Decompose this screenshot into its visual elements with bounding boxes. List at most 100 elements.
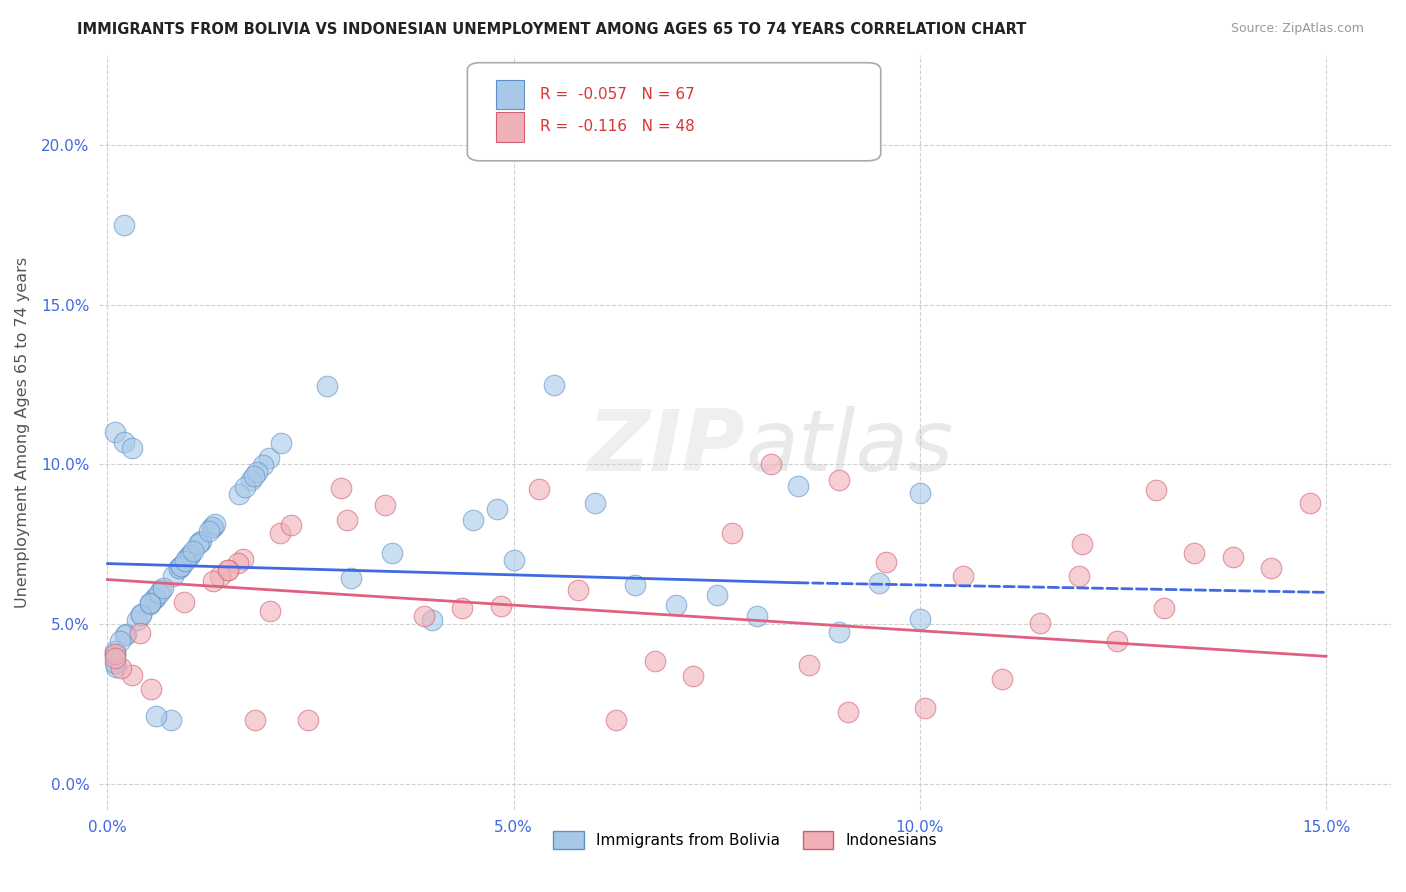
Point — [489, 599, 512, 614]
Point — [217, 563, 239, 577]
Point — [837, 705, 859, 719]
Point — [169, 560, 191, 574]
Point — [121, 668, 143, 682]
Point — [190, 533, 212, 548]
Point — [104, 651, 127, 665]
Point — [104, 656, 127, 670]
Point — [827, 474, 849, 488]
Point — [114, 628, 136, 642]
Point — [226, 557, 249, 571]
Point — [868, 575, 890, 590]
Text: IMMIGRANTS FROM BOLIVIA VS INDONESIAN UNEMPLOYMENT AMONG AGES 65 TO 74 YEARS COR: IMMIGRANTS FROM BOLIVIA VS INDONESIAN UN… — [77, 22, 1026, 37]
Point — [201, 519, 224, 533]
Point — [914, 701, 936, 715]
Point — [104, 425, 127, 440]
Point — [567, 582, 589, 597]
Point — [138, 598, 160, 612]
Point — [259, 604, 281, 618]
Point — [1144, 483, 1167, 497]
Point — [624, 578, 647, 592]
Point — [104, 648, 127, 662]
Point — [1182, 546, 1205, 560]
Point — [104, 647, 127, 661]
Point — [152, 581, 174, 595]
Point — [747, 609, 769, 624]
Point — [235, 479, 257, 493]
Point — [461, 513, 484, 527]
Point — [605, 713, 627, 727]
Point — [160, 713, 183, 727]
Point — [139, 597, 162, 611]
Bar — [496, 79, 524, 110]
Point — [187, 537, 209, 551]
Point — [1107, 634, 1129, 648]
Point — [181, 544, 204, 558]
Point — [110, 660, 132, 674]
Point — [529, 483, 551, 497]
Point — [665, 599, 688, 613]
Point — [201, 520, 224, 534]
Point — [174, 554, 197, 568]
Point — [451, 601, 474, 615]
Point — [486, 502, 509, 516]
Point — [269, 525, 291, 540]
Point — [190, 534, 212, 549]
Point — [990, 672, 1012, 686]
Point — [167, 561, 190, 575]
Point — [170, 558, 193, 573]
Text: R =  -0.116   N = 48: R = -0.116 N = 48 — [540, 120, 695, 135]
Point — [232, 552, 254, 566]
Point — [270, 435, 292, 450]
Point — [114, 627, 136, 641]
Point — [1029, 615, 1052, 630]
Point — [162, 569, 184, 583]
Point — [139, 681, 162, 696]
Text: Source: ZipAtlas.com: Source: ZipAtlas.com — [1230, 22, 1364, 36]
Point — [239, 473, 262, 487]
Point — [721, 526, 744, 541]
Point — [1260, 561, 1282, 575]
Point — [121, 442, 143, 456]
Point — [875, 555, 897, 569]
Point — [908, 612, 931, 626]
Point — [228, 487, 250, 501]
Point — [179, 548, 201, 562]
Point — [143, 591, 166, 605]
Bar — [496, 112, 524, 142]
Point — [105, 660, 128, 674]
Point — [201, 574, 224, 589]
Point — [252, 458, 274, 472]
Y-axis label: Unemployment Among Ages 65 to 74 years: Unemployment Among Ages 65 to 74 years — [15, 257, 30, 608]
Point — [108, 633, 131, 648]
Point — [336, 513, 359, 527]
Point — [583, 496, 606, 510]
Point — [129, 608, 152, 623]
Point — [179, 548, 201, 562]
Point — [787, 479, 810, 493]
Text: ZIP: ZIP — [588, 406, 745, 489]
Text: atlas: atlas — [745, 406, 953, 489]
Point — [412, 608, 434, 623]
Point — [759, 458, 782, 472]
Point — [139, 596, 162, 610]
Point — [952, 568, 974, 582]
Point — [330, 482, 353, 496]
Point — [908, 485, 931, 500]
Point — [112, 435, 135, 450]
Point — [104, 644, 127, 658]
Point — [204, 516, 226, 531]
Point — [131, 607, 153, 622]
Point — [797, 657, 820, 672]
Point — [125, 613, 148, 627]
Point — [243, 713, 266, 727]
Point — [316, 378, 339, 392]
Point — [143, 591, 166, 605]
FancyBboxPatch shape — [467, 62, 880, 161]
Point — [374, 498, 396, 512]
Legend: Immigrants from Bolivia, Indonesians: Immigrants from Bolivia, Indonesians — [547, 825, 943, 855]
Point — [176, 551, 198, 566]
Point — [149, 583, 172, 598]
Point — [1299, 496, 1322, 510]
Point — [297, 713, 319, 727]
Point — [209, 569, 232, 583]
